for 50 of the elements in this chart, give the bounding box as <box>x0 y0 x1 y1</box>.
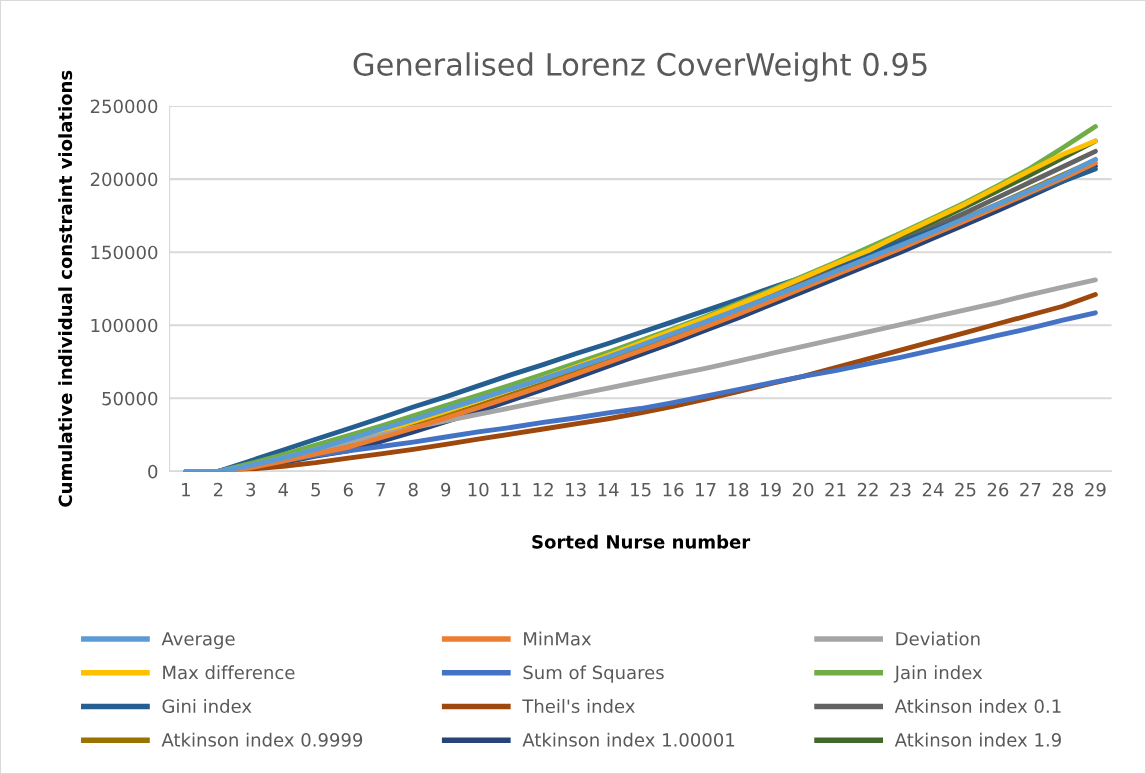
legend-label: Max difference <box>163 665 295 680</box>
y-tick-label: 250000 <box>90 99 158 114</box>
x-tick-label: 12 <box>533 482 553 497</box>
x-tick-label: 5 <box>311 483 320 497</box>
legend-label: Atkinson index 1.00001 <box>522 732 735 747</box>
x-tick-label: 24 <box>922 482 944 497</box>
x-tick-label: 1 <box>182 483 190 497</box>
legend-label: Atkinson index 1.9 <box>894 732 1061 747</box>
x-tick-label: 14 <box>598 483 619 497</box>
x-tick-label: 3 <box>246 482 256 497</box>
x-tick-label: 29 <box>1085 482 1106 497</box>
x-tick-label: 8 <box>408 482 418 497</box>
legend-label: Atkinson index 0.9999 <box>161 732 363 747</box>
x-tick-label: 6 <box>343 482 353 497</box>
x-tick-label: 18 <box>728 482 749 497</box>
y-tick-label: 50000 <box>102 391 158 406</box>
x-tick-label: 15 <box>631 483 651 497</box>
x-tick-label: 21 <box>825 482 846 497</box>
x-tick-label: 23 <box>890 482 911 497</box>
x-tick-label: 10 <box>468 482 489 497</box>
x-tick-label: 20 <box>792 482 814 497</box>
x-tick-label: 28 <box>1052 482 1074 497</box>
y-tick-label: 100000 <box>91 318 158 333</box>
x-tick-label: 7 <box>376 483 385 497</box>
x-tick-label: 11 <box>501 483 521 497</box>
y-tick-label: 200000 <box>90 172 158 187</box>
x-axis-title: Sorted Nurse number <box>532 534 751 549</box>
x-tick-label: 4 <box>278 483 289 497</box>
legend-label: Jain index <box>893 665 983 683</box>
x-tick-label: 27 <box>1020 482 1041 497</box>
legend-label: Theil's index <box>522 699 635 713</box>
x-tick-label: 13 <box>566 482 586 497</box>
y-tick-label: 0 <box>148 464 158 479</box>
legend-label: Deviation <box>896 631 980 646</box>
y-tick-label: 150000 <box>91 245 158 260</box>
x-tick-label: 26 <box>987 482 1009 497</box>
x-tick-label: 16 <box>663 482 684 497</box>
legend-label: MinMax <box>524 631 592 646</box>
legend-label: Sum of Squares <box>523 665 664 683</box>
legend-label: Atkinson index 0.1 <box>894 699 1061 713</box>
x-tick-label: 25 <box>955 482 976 497</box>
x-tick-label: 2 <box>213 482 223 497</box>
y-axis-title: Cumulative individual constraint violations <box>58 70 73 507</box>
x-tick-label: 9 <box>441 482 451 497</box>
chart-title: Generalised Lorenz CoverWeight 0.95 <box>353 52 927 82</box>
x-tick-label: 19 <box>761 482 781 497</box>
x-tick-label: 22 <box>857 482 878 497</box>
legend-label: Average <box>161 632 235 650</box>
x-tick-label: 17 <box>696 483 716 497</box>
legend-label: Gini index <box>162 699 252 713</box>
